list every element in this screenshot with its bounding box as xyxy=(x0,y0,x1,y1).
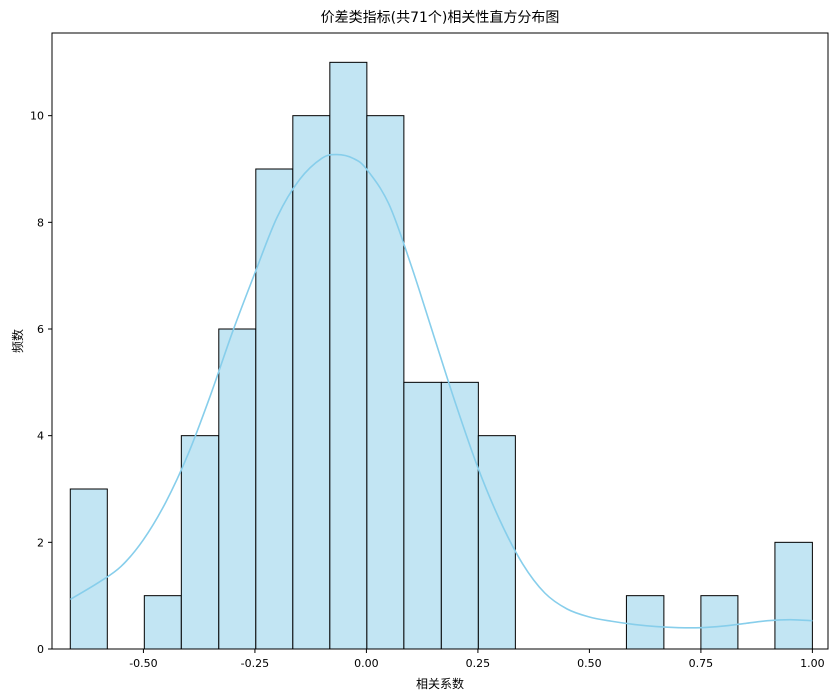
x-tick-label: -0.50 xyxy=(129,657,157,670)
histogram-bar xyxy=(255,168,294,650)
kde-curve xyxy=(69,153,813,629)
y-tick-label: 2 xyxy=(37,536,44,549)
histogram-bar xyxy=(69,488,108,650)
histogram-bar xyxy=(143,595,182,650)
histogram-bar xyxy=(440,381,479,650)
y-tick-label: 10 xyxy=(30,110,44,123)
histogram-bar xyxy=(329,61,368,650)
histogram-bar xyxy=(477,435,516,650)
chart-title: 价差类指标(共71个)相关性直方分布图 xyxy=(321,9,560,26)
x-tick-label: 0.75 xyxy=(689,657,714,670)
histogram-bar xyxy=(700,595,739,650)
histogram-bar xyxy=(774,541,813,650)
y-tick-label: 0 xyxy=(37,643,44,656)
x-tick-label: 0.00 xyxy=(354,657,379,670)
y-axis-label: 频数 xyxy=(10,329,25,353)
histogram-bar xyxy=(366,115,405,650)
x-axis-ticks: -0.50 -0.25 0.00 0.25 0.50 0.75 1.00 xyxy=(129,649,825,670)
x-tick-label: 0.50 xyxy=(577,657,602,670)
histogram-bar xyxy=(218,328,257,650)
x-axis-label: 相关系数 xyxy=(416,676,464,691)
x-tick-label: 0.25 xyxy=(466,657,491,670)
plot-area-frame xyxy=(51,32,829,650)
bars-layer xyxy=(69,61,813,650)
y-tick-label: 6 xyxy=(37,323,44,336)
y-axis-ticks: 0 2 4 6 8 10 xyxy=(30,110,52,656)
histogram-bar xyxy=(180,435,220,650)
histogram-bar xyxy=(292,115,331,650)
histogram-bar xyxy=(403,381,442,650)
y-tick-label: 4 xyxy=(37,430,44,443)
histogram-bar xyxy=(625,595,665,650)
x-tick-label: 1.00 xyxy=(800,657,825,670)
x-tick-label: -0.25 xyxy=(241,657,269,670)
y-tick-label: 8 xyxy=(37,216,44,229)
